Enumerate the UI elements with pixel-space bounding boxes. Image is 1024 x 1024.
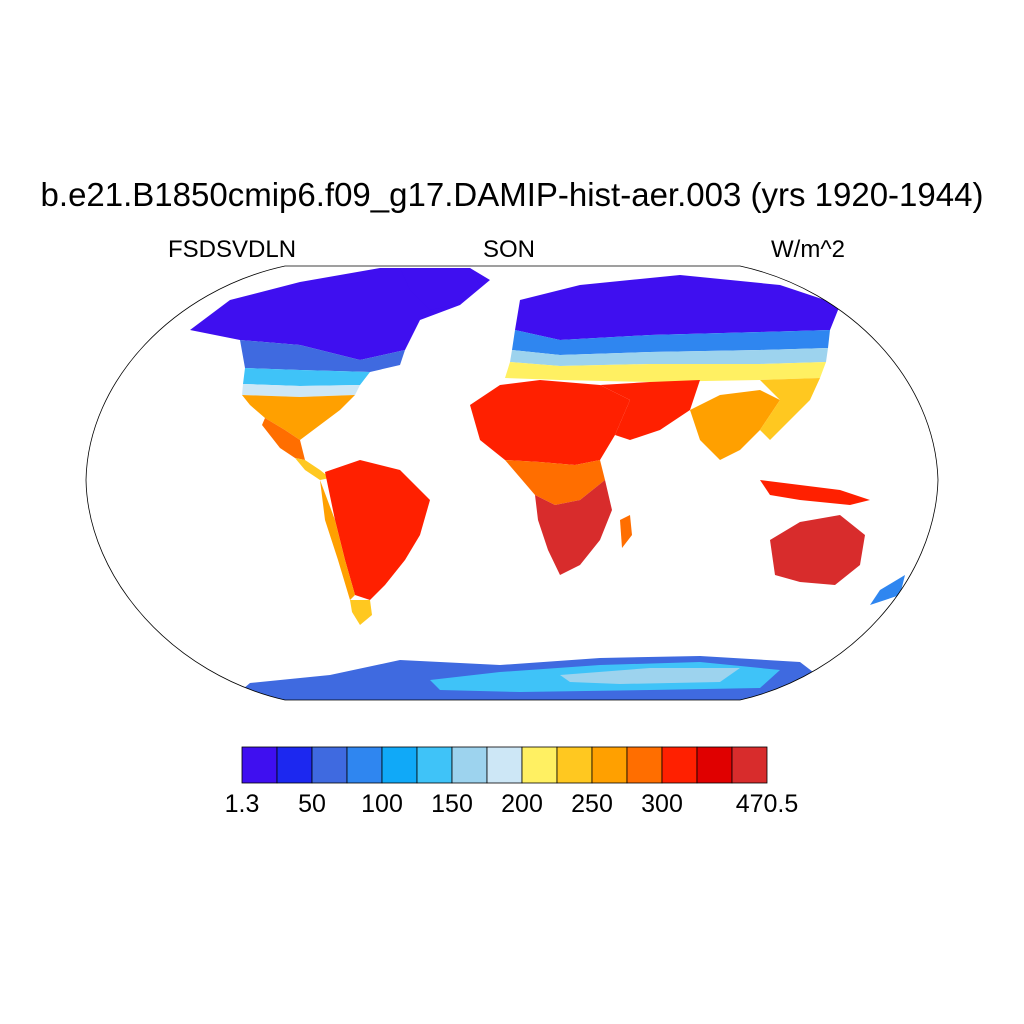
central-america: [295, 458, 330, 480]
madagascar: [620, 515, 632, 548]
colorbar-tick-label: 100: [361, 790, 403, 818]
colorbar-tick-label: 300: [641, 790, 683, 818]
colorbar-tick-label: 50: [298, 790, 326, 818]
south-america-north: [325, 460, 430, 600]
central-africa: [505, 460, 605, 505]
colorbar-tick-label: 470.5: [735, 790, 799, 818]
new-zealand: [870, 575, 905, 605]
colorbar-box-8: [521, 746, 558, 784]
eurasia-arctic: [515, 275, 840, 340]
eurasia-midlat: [512, 330, 830, 355]
indonesia: [760, 480, 870, 505]
colorbar-box-14: [731, 746, 768, 784]
colorbar-box-13: [696, 746, 733, 784]
mexico: [262, 418, 305, 460]
eurasia-band-light: [510, 348, 828, 366]
eurasia-band-yellow: [505, 362, 826, 382]
season-label: SON: [483, 236, 536, 263]
map-boundary: [85, 265, 939, 701]
colorbar-box-7: [486, 746, 523, 784]
australia: [770, 515, 865, 585]
colorbar-box-0: [241, 746, 278, 784]
plot-title: b.e21.B1850cmip6.f09_g17.DAMIP-hist-aer.…: [40, 176, 984, 213]
east-asia: [760, 378, 820, 440]
north-america-midlat: [240, 340, 405, 372]
colorbar: [241, 746, 768, 784]
colorbar-box-10: [591, 746, 628, 784]
north-america-band-blue: [243, 368, 370, 386]
colorbar-tick-label: 200: [501, 790, 543, 818]
colorbar-tick-label: 150: [431, 790, 473, 818]
north-america-band-light: [242, 384, 360, 397]
greenland: [400, 268, 480, 310]
colorbar-box-1: [276, 746, 313, 784]
variable-name: FSDSVDLN: [168, 236, 297, 263]
north-america-south: [242, 395, 355, 440]
units-label: W/m^2: [771, 236, 845, 263]
middle-east: [600, 380, 700, 440]
colorbar-box-6: [451, 746, 488, 784]
colorbar-box-4: [381, 746, 418, 784]
colorbar-box-12: [661, 746, 698, 784]
land-fill-layer: [190, 268, 905, 700]
colorbar-tick-label: 250: [571, 790, 613, 818]
south-asia: [690, 390, 780, 460]
colorbar-tick-label: 1.3: [224, 790, 260, 818]
north-africa: [470, 380, 630, 465]
south-america-south: [350, 600, 372, 625]
antarctica-plateau: [560, 668, 740, 684]
colorbar-box-11: [626, 746, 663, 784]
southern-africa: [535, 480, 612, 575]
colorbar-box-9: [556, 746, 593, 784]
colorbar-box-3: [346, 746, 383, 784]
colorbar-box-5: [416, 746, 453, 784]
colorbar-box-2: [311, 746, 348, 784]
south-america-west: [320, 480, 355, 600]
